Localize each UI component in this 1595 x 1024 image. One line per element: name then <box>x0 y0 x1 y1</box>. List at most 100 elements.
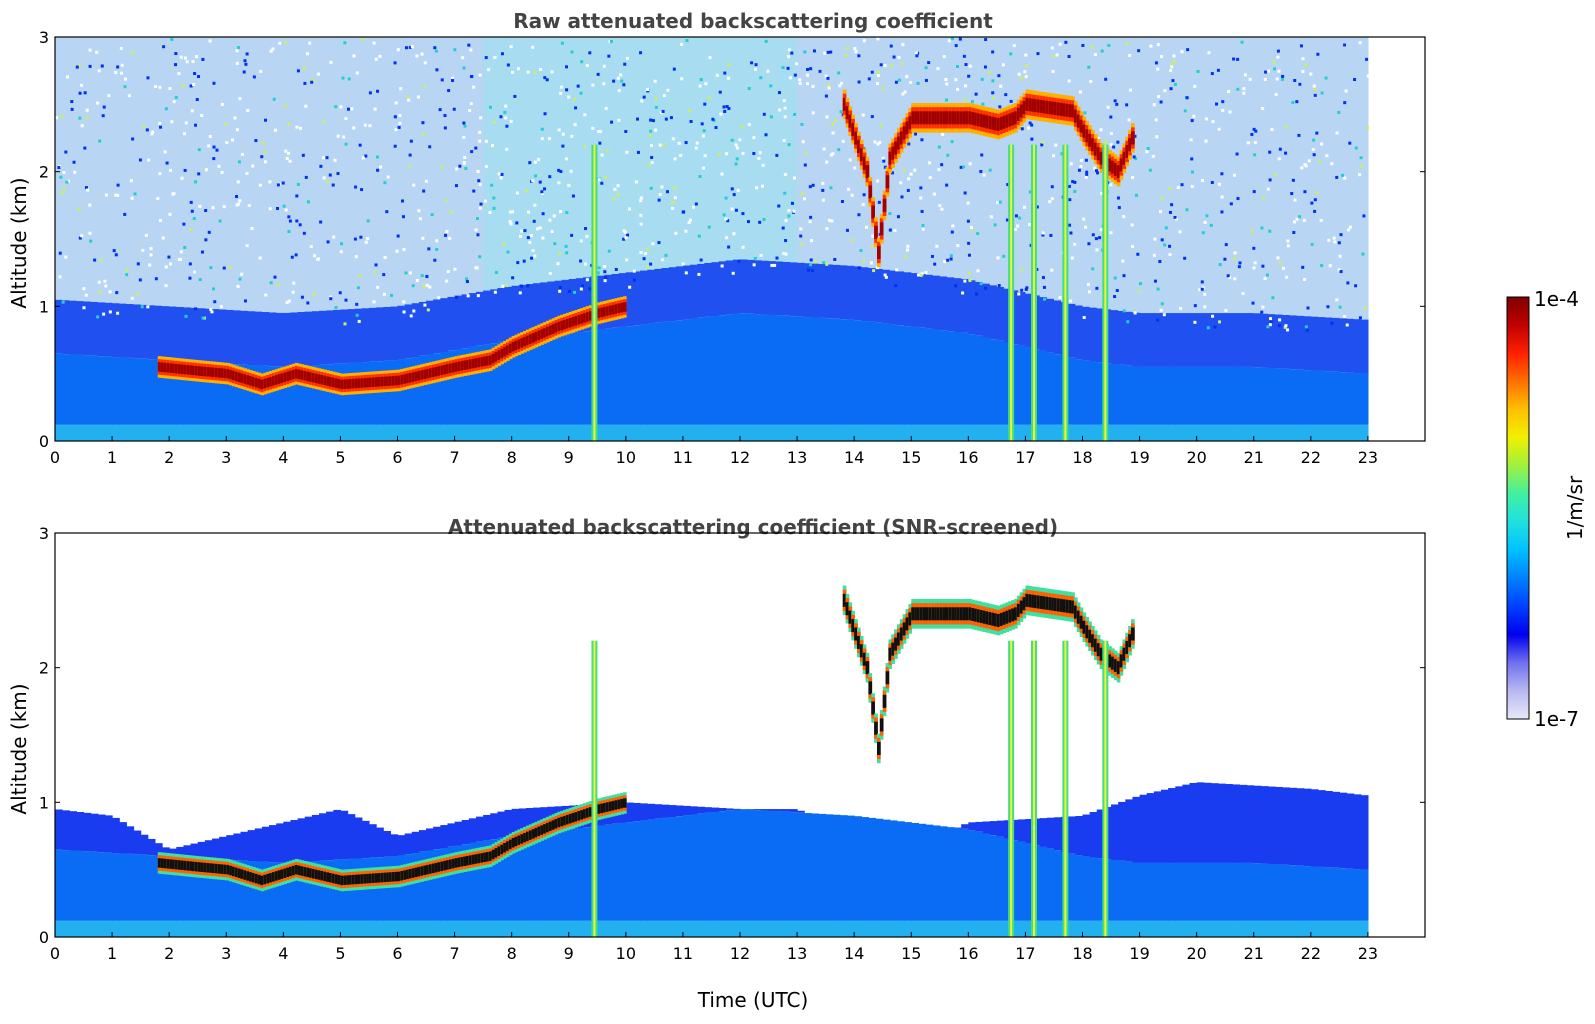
noise-speckle <box>399 122 402 125</box>
noise-speckle <box>895 81 898 84</box>
surface-layer <box>283 425 291 441</box>
noise-speckle <box>1249 78 1252 81</box>
transition-region <box>733 260 741 314</box>
noise-speckle <box>1313 153 1316 156</box>
surface-layer <box>576 921 584 937</box>
noise-speckle <box>1117 197 1120 200</box>
noise-speckle <box>1203 293 1206 296</box>
boundary-layer <box>148 359 156 425</box>
surface-layer <box>62 425 70 441</box>
noise-speckle <box>358 320 361 323</box>
noise-speckle <box>809 220 812 223</box>
screened-signal-region <box>319 813 327 860</box>
transition-region <box>1118 311 1126 365</box>
noise-speckle <box>1170 203 1173 206</box>
noise-speckle <box>192 83 195 86</box>
noise-speckle <box>1052 154 1055 157</box>
surface-layer <box>704 425 712 441</box>
boundary-layer <box>1311 867 1319 921</box>
noise-speckle <box>1330 322 1333 325</box>
noise-region <box>126 37 134 304</box>
noise-speckle <box>504 105 507 108</box>
noise-speckle <box>799 227 802 230</box>
noise-speckle <box>826 77 829 80</box>
noise-speckle <box>807 269 810 272</box>
noise-region <box>405 37 413 304</box>
screened-signal-region <box>241 832 249 861</box>
surface-layer <box>1190 425 1198 441</box>
boundary-layer <box>1225 367 1233 425</box>
noise-speckle <box>1276 77 1279 80</box>
x-tick-label: 17 <box>1015 448 1035 467</box>
boundary-layer <box>897 821 905 921</box>
surface-layer <box>426 921 434 937</box>
noise-speckle <box>1271 296 1274 299</box>
screened-signal-region <box>112 818 120 853</box>
x-tick-label: 6 <box>392 448 402 467</box>
noise-speckle <box>784 173 787 176</box>
noise-speckle <box>177 72 180 75</box>
noise-speckle <box>766 70 769 73</box>
screened-signal-region <box>340 811 348 860</box>
noise-region <box>662 37 670 268</box>
noise-speckle <box>1137 49 1140 52</box>
noise-speckle <box>1365 58 1368 61</box>
noise-speckle <box>992 97 995 100</box>
noise-speckle <box>785 253 788 256</box>
noise-speckle <box>584 263 587 266</box>
noise-speckle <box>814 260 817 263</box>
noise-speckle <box>1042 232 1045 235</box>
boundary-layer <box>554 831 562 921</box>
noise-speckle <box>1020 289 1023 292</box>
noise-speckle <box>354 238 357 241</box>
noise-speckle <box>1158 260 1161 263</box>
surface-layer <box>1047 921 1055 937</box>
transition-region <box>191 308 199 362</box>
noise-speckle <box>422 285 425 288</box>
transition-region <box>1311 317 1319 371</box>
noise-speckle <box>440 166 443 169</box>
boundary-layer <box>1018 842 1026 921</box>
noise-speckle <box>458 165 461 168</box>
noise-speckle <box>580 239 583 242</box>
noise-speckle <box>905 75 908 78</box>
noise-speckle <box>650 187 653 190</box>
noise-speckle <box>1023 70 1026 73</box>
transition-region <box>497 288 505 342</box>
noise-speckle <box>1109 183 1112 186</box>
noise-speckle <box>277 183 280 186</box>
noise-speckle <box>1122 274 1125 277</box>
noise-speckle <box>1087 283 1090 286</box>
transition-region <box>904 272 912 326</box>
noise-speckle <box>935 245 938 248</box>
noise-speckle <box>1360 165 1363 168</box>
noise-speckle <box>682 211 685 214</box>
noise-speckle <box>571 51 574 54</box>
noise-speckle <box>467 44 470 47</box>
colorbar-unit-label: 1/m/sr <box>1563 475 1587 540</box>
noise-speckle <box>697 273 700 276</box>
noise-speckle <box>612 197 615 200</box>
noise-region <box>1132 37 1140 313</box>
screened-signal-region <box>497 812 505 838</box>
noise-speckle <box>1009 52 1012 55</box>
noise-speckle <box>1197 70 1200 73</box>
noise-speckle <box>981 103 984 106</box>
noise-speckle <box>752 136 755 139</box>
noise-region <box>305 37 313 312</box>
noise-speckle <box>709 56 712 59</box>
noise-speckle <box>1304 163 1307 166</box>
noise-speckle <box>301 296 304 299</box>
surface-layer <box>1275 425 1283 441</box>
noise-speckle <box>951 231 954 234</box>
transition-region <box>290 312 298 366</box>
noise-speckle <box>167 256 170 259</box>
surface-layer <box>119 921 127 937</box>
transition-region <box>1347 319 1355 373</box>
surface-layer <box>319 425 327 441</box>
noise-region <box>790 37 798 262</box>
noise-speckle <box>855 50 858 53</box>
transition-region <box>348 309 356 363</box>
noise-region <box>826 37 834 264</box>
noise-speckle <box>825 263 828 266</box>
